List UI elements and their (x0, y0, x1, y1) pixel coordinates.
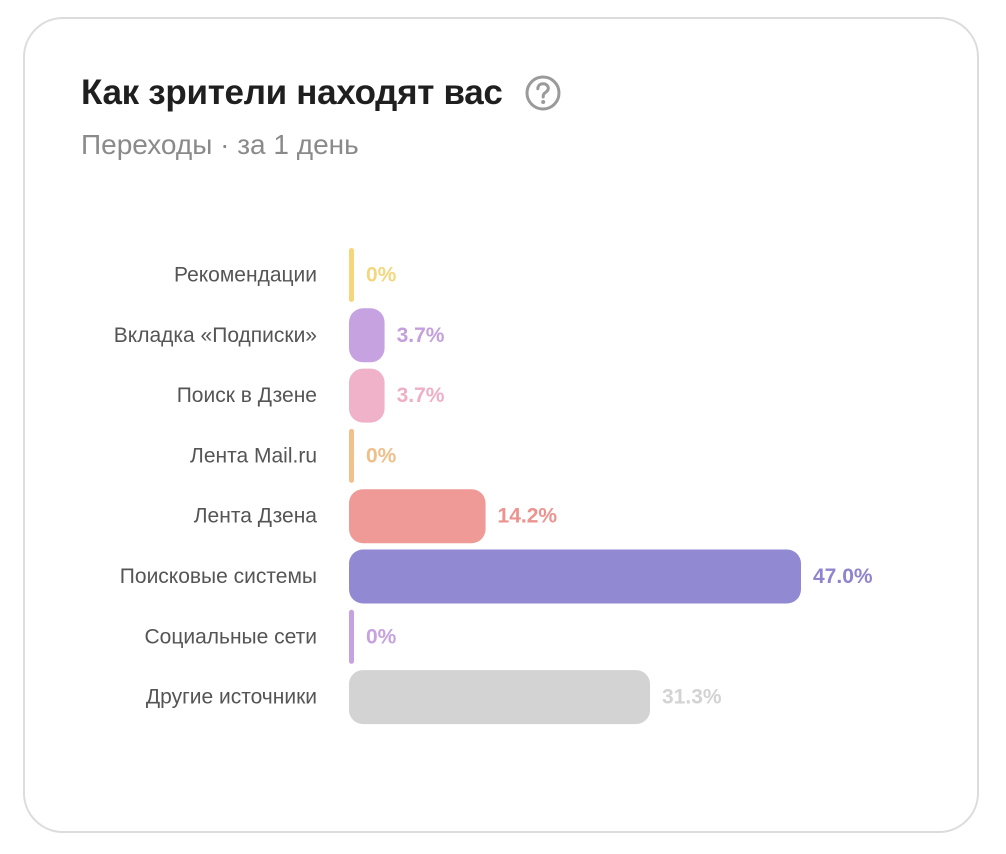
value-label: 0% (366, 625, 397, 648)
traffic-sources-bar-chart: Рекомендации 0%Вкладка «Подписки» 3.7%Поис… (114, 248, 873, 725)
bar (349, 248, 354, 302)
bar-row: Другие источники 31.3% (146, 670, 722, 725)
category-label: Поиск в Дзене (177, 384, 317, 407)
category-label: Другие источники (146, 686, 317, 709)
value-label: 47.0% (813, 565, 873, 588)
category-label: Социальные сети (144, 625, 317, 648)
value-label: 3.7% (397, 384, 445, 407)
card-title: Как зрители находят вас (81, 73, 503, 112)
bar-row: Рекомендации 0% (174, 248, 397, 302)
value-label: 0% (366, 264, 397, 287)
category-label: Поисковые системы (120, 565, 317, 588)
bar (349, 428, 354, 483)
value-label: 31.3% (662, 686, 722, 709)
category-label: Лента Дзена (194, 505, 318, 528)
bar (349, 308, 385, 363)
bar (349, 368, 385, 423)
value-label: 3.7% (397, 324, 445, 347)
value-label: 14.2% (498, 505, 558, 528)
category-label: Рекомендации (174, 264, 317, 287)
bar (349, 609, 354, 664)
bar-row: Поисковые системы 47.0% (120, 549, 873, 604)
bar-row: Поиск в Дзене 3.7% (177, 368, 445, 423)
bar (349, 670, 651, 725)
card-header: Как зрители находят вас (81, 71, 561, 115)
bar (349, 549, 801, 604)
category-label: Лента Mail.ru (190, 444, 317, 467)
bar-row: Лента Дзена 14.2% (194, 489, 558, 544)
category-label: Вкладка «Подписки» (114, 324, 317, 347)
traffic-sources-card: Как зрители находят вас Переходы · за 1 … (23, 17, 979, 833)
value-label: 0% (366, 444, 397, 467)
bar-row: Вкладка «Подписки» 3.7% (114, 308, 445, 363)
bar (349, 489, 486, 544)
bar-row: Социальные сети 0% (144, 609, 397, 664)
question-circle-icon[interactable] (525, 75, 561, 111)
card-subtitle: Переходы · за 1 день (81, 129, 359, 160)
bar-row: Лента Mail.ru 0% (190, 428, 397, 483)
